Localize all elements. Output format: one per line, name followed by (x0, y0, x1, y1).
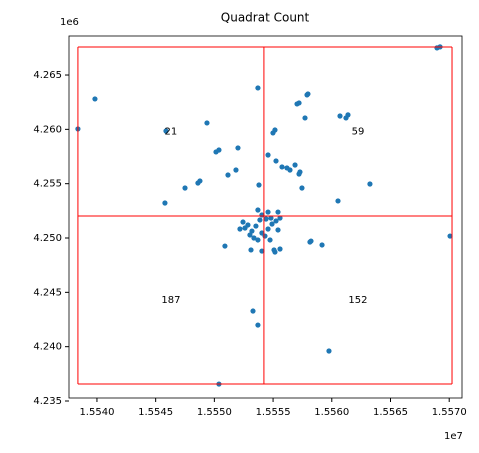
y-tick-label: 4.255 (33, 179, 62, 190)
y-tick-label: 4.265 (33, 70, 62, 81)
point (240, 219, 246, 225)
point (326, 348, 332, 354)
point (296, 100, 302, 106)
point (255, 237, 261, 243)
point (302, 115, 308, 121)
point (247, 232, 253, 238)
x-tick-label: 1.5555 (256, 407, 291, 418)
x-tick-label: 1.5540 (79, 407, 114, 418)
quadrat-count: 187 (161, 295, 180, 306)
point (216, 147, 222, 153)
quadrat-count: 21 (165, 127, 178, 138)
axes-frame (68, 35, 463, 399)
point (262, 233, 268, 239)
x-tick-label: 1.5570 (432, 407, 467, 418)
point (235, 145, 241, 151)
point (255, 85, 261, 91)
point (447, 233, 453, 239)
point (265, 209, 271, 215)
quadrat-count: 152 (348, 295, 367, 306)
y-offset-label: 1e6 (60, 17, 79, 28)
y-tick-label: 4.245 (33, 287, 62, 298)
chart-title: Quadrat Count (221, 11, 310, 25)
point (233, 167, 239, 173)
point (255, 322, 261, 328)
point (265, 226, 271, 232)
point (245, 222, 251, 228)
point (277, 215, 283, 221)
point (271, 247, 277, 253)
point (273, 158, 279, 164)
y-tick-label: 4.250 (33, 233, 62, 244)
point (257, 217, 263, 223)
point (268, 215, 274, 221)
point (256, 182, 262, 188)
point (163, 128, 169, 134)
x-offset-label: 1e7 (444, 431, 463, 442)
x-tick-label: 1.5550 (197, 407, 232, 418)
y-tick-label: 4.240 (33, 342, 62, 353)
y-tick-label: 4.235 (33, 396, 62, 407)
point (272, 127, 278, 133)
x-tick-label: 1.5565 (373, 407, 408, 418)
point (255, 207, 261, 213)
point (337, 113, 343, 119)
x-tick-label: 1.5560 (314, 407, 349, 418)
point (279, 164, 285, 170)
point (237, 226, 243, 232)
point (182, 185, 188, 191)
point (277, 246, 283, 252)
point (367, 181, 373, 187)
quadrat-count: 59 (352, 127, 365, 138)
point (345, 112, 351, 118)
point (267, 237, 273, 243)
y-tick-label: 4.260 (33, 124, 62, 135)
point (162, 200, 168, 206)
point (275, 209, 281, 215)
point (299, 185, 305, 191)
point (250, 308, 256, 314)
point (249, 228, 255, 234)
point (273, 218, 279, 224)
point (222, 243, 228, 249)
point (307, 239, 313, 245)
point (287, 167, 293, 173)
point (275, 227, 281, 233)
point (251, 235, 257, 241)
point (319, 242, 325, 248)
point (265, 152, 271, 158)
x-tick-label: 1.5545 (138, 407, 173, 418)
point (297, 169, 303, 175)
point (225, 172, 231, 178)
point (248, 247, 254, 253)
point (269, 221, 275, 227)
point (335, 198, 341, 204)
point (197, 178, 203, 184)
point (253, 223, 259, 229)
point (263, 216, 269, 222)
point (292, 162, 298, 168)
point (305, 91, 311, 97)
point (259, 248, 265, 254)
point (204, 120, 210, 126)
point (92, 96, 98, 102)
